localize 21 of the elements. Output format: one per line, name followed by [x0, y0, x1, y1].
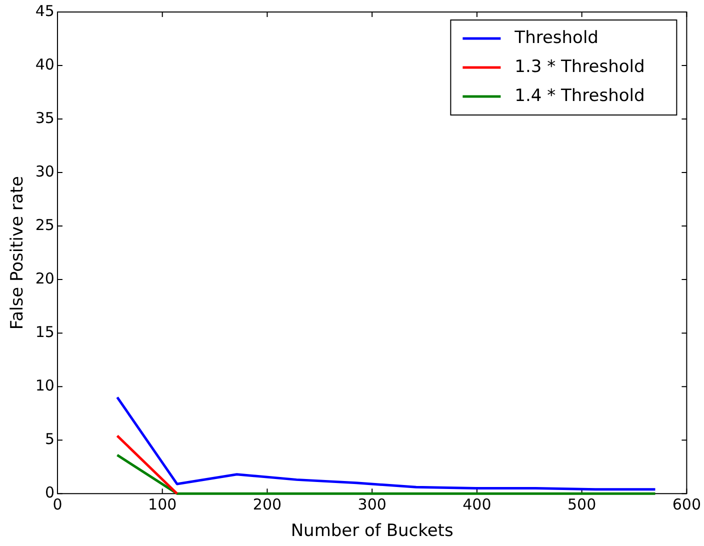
y-tick-label: 40 [35, 55, 54, 74]
x-tick-label: 400 [462, 495, 492, 514]
y-tick-label: 45 [35, 2, 54, 20]
x-tick-label: 300 [358, 495, 386, 514]
x-tick-label: 200 [252, 495, 282, 514]
y-axis-title: False Positive rate [8, 176, 28, 330]
x-tick-label: 600 [672, 495, 702, 514]
x-axis-title: Number of Buckets [290, 521, 454, 542]
legend-label: 1.3 * Threshold [514, 56, 645, 77]
y-tick-label: 35 [35, 108, 54, 127]
legend-label: 1.4 * Threshold [514, 86, 645, 106]
y-tick-label: 20 [35, 269, 54, 288]
legend-label: Threshold [514, 28, 598, 48]
y-tick-label: 10 [35, 376, 54, 394]
y-tick-label: 5 [44, 430, 54, 448]
y-tick-label: 15 [35, 322, 54, 341]
y-tick-label: 25 [35, 216, 54, 234]
y-tick-label: 30 [35, 162, 54, 180]
x-tick-label: 100 [148, 495, 177, 514]
y-tick-label: 0 [44, 483, 54, 502]
x-tick-label: 500 [568, 495, 596, 514]
